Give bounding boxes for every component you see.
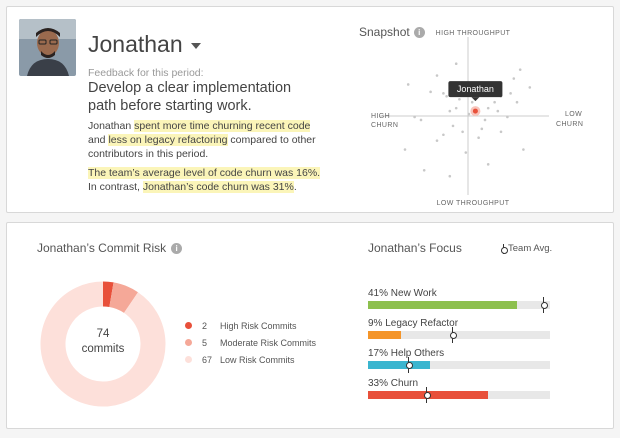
team-avg-marker [424,387,432,403]
focus-bar-track [368,297,550,313]
total-commits-label: commits [81,343,125,355]
scatter-point [435,74,439,77]
commit-stats-card: Jonathan’s Commit Risk i 74 commits 2 Hig… [6,222,614,429]
team-avg-marker-icon [501,243,508,254]
focus-title: Jonathan’s Focus [368,241,462,255]
scatter-point [448,174,452,178]
feedback-card: Jonathan Feedback for this period: Devel… [6,6,614,213]
commit-risk-title: Jonathan’s Commit Risk i [37,241,183,255]
scatter-point [486,163,490,166]
axis-label-top: HIGH THROUGHPUT [436,30,511,37]
scatter-point [470,100,474,104]
scatter-point [403,148,407,151]
info-icon[interactable]: i [171,242,183,254]
focus-bar-fill [368,331,401,339]
scatter-point [518,68,522,71]
feedback-text: Develop a clear implementation path befo… [88,80,292,114]
scatter-point [406,83,410,86]
scatter-point [422,168,426,172]
scatter-point [496,109,500,113]
team-avg-marker [540,297,548,313]
scatter-point [451,124,455,128]
donut-slice [108,282,138,314]
info-icon[interactable]: i [413,26,425,38]
scatter-point [480,127,484,131]
legend-swatch [185,356,192,363]
highlight-text: less on legacy refactoring [108,134,228,146]
scatter-point [486,106,490,110]
legend-swatch [185,322,192,329]
scatter-point [461,130,464,134]
legend-swatch [185,339,192,346]
scatter-point [448,109,452,113]
focus-bar-fill [368,301,518,309]
team-avg-legend: Team Avg. [501,243,552,254]
tooltip-label: Jonathan [457,84,494,94]
focus-item-churn: 33% Churn [368,378,550,403]
total-commits: 74 [96,328,110,340]
scatter-point [454,106,458,110]
focus-bar-track [368,387,550,403]
churn-stat-paragraph: The team’s average level of code churn w… [88,167,321,193]
scatter-point [454,62,458,66]
scatter-tooltip: Jonathan [448,81,503,102]
axis-label-bottom: LOW THROUGHPUT [437,200,510,207]
legend-item: 2 High Risk Commits [185,317,316,334]
donut-slice [102,281,114,308]
snapshot-scatter-chart: HIGH THROUGHPUT LOW THROUGHPUT HIGH CHUR… [371,30,583,207]
axis-label-left-1: HIGH [371,113,390,120]
highlight-text: spent more time churning recent code [134,120,311,132]
scatter-point [442,92,445,95]
scatter-point [435,139,439,142]
focus-bar-track [368,327,550,343]
scatter-point [522,148,525,151]
donut-slice [40,281,166,407]
highlight-text: The team’s average level of code churn w… [88,167,321,179]
focus-bar-fill [368,361,430,369]
churn-paragraph: Jonathan spent more time churning recent… [88,120,316,160]
donut-center-label: 74 commits [39,327,167,357]
axis-label-right-2: CHURN [556,121,583,128]
scatter-point [429,90,432,94]
chevron-down-icon[interactable] [190,43,201,49]
team-avg-marker [406,357,414,373]
scatter-point [528,86,532,89]
axis-label-right-1: LOW [565,111,582,118]
risk-legend: 2 High Risk Commits 5 Moderate Risk Commit… [185,317,316,368]
scatter-point [445,94,448,98]
scatter-point [458,97,461,101]
scatter-point [506,115,509,119]
scatter-point [413,115,416,119]
focus-item-legacy-refactor: 9% Legacy Refactor [368,318,550,343]
snapshot-title: Snapshot i [359,25,425,39]
scatter-point [493,100,496,104]
scatter-point [483,118,487,122]
focus-item-new-work: 41% New Work [368,288,550,313]
user-name-text: Jonathan [88,31,183,57]
scatter-point [515,100,519,104]
user-name[interactable]: Jonathan [88,31,201,58]
legend-item: 5 Moderate Risk Commits [185,334,316,351]
feedback-label: Feedback for this period: [88,67,204,79]
scatter-point [467,112,471,116]
axis-label-left-2: CHURN [371,122,398,129]
scatter-point [464,151,468,154]
team-avg-marker [449,327,457,343]
scatter-point [512,77,516,80]
scatter-point [509,92,512,95]
highlight-text: Jonathan’s code churn was 31% [142,181,294,193]
user-avatar [19,19,76,76]
scatter-point [419,118,423,122]
focus-bar-track [368,357,550,373]
scatter-point [442,133,445,137]
scatter-point [499,130,503,134]
focus-item-help-others: 17% Help Others [368,348,550,373]
scatter-point [477,136,480,140]
highlight-point[interactable] [472,108,478,114]
commit-risk-donut [40,281,166,407]
legend-item: 67 Low Risk Commits [185,351,316,368]
